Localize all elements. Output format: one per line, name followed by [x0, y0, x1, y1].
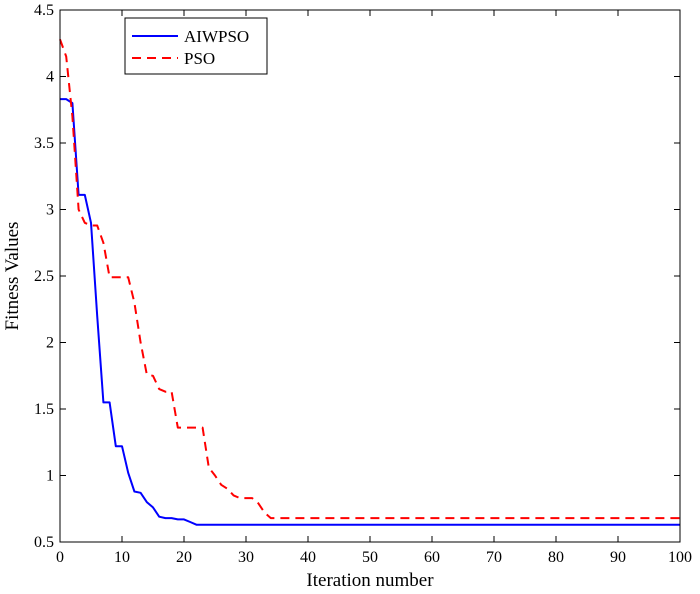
series-line-aiwpso: [60, 98, 680, 526]
plot-area: [60, 10, 680, 542]
x-tick-label: 80: [548, 549, 564, 566]
x-tick-label: 10: [114, 549, 130, 566]
x-axis-label: Iteration number: [306, 570, 434, 591]
x-tick-label: 60: [424, 549, 440, 566]
x-tick-label: 30: [238, 549, 254, 566]
y-tick-label: 3.5: [34, 135, 54, 152]
y-tick-label: 4: [46, 69, 54, 86]
x-tick-label: 70: [486, 549, 502, 566]
y-tick-label: 2.5: [34, 268, 54, 285]
legend-box: [124, 17, 268, 75]
x-tick-label: 40: [300, 549, 316, 566]
y-tick-label: 3: [46, 202, 54, 219]
legend: AIWPSO PSO: [124, 17, 268, 75]
legend-label-pso: PSO: [184, 49, 215, 68]
legend-label-aiwpso: AIWPSO: [184, 27, 249, 46]
y-tick-label: 1: [46, 468, 54, 485]
y-tick-label: 2: [46, 335, 54, 352]
y-tick-label: 4.5: [34, 2, 54, 19]
x-tick-label: 90: [610, 549, 626, 566]
y-tick-label: 0.5: [34, 534, 54, 551]
series-line-pso: [59, 38, 680, 520]
tick-layer: 0 10 20 30 40 50 60 70 80 90 100 0.5 1 1.5 2 2.5 3 3.5 4 4.…: [34, 2, 692, 566]
x-tick-label: 20: [176, 549, 192, 566]
y-tick-label: 1.5: [34, 401, 54, 418]
x-tick-label: 0: [56, 549, 64, 566]
y-axis-label: Fitness Values: [2, 222, 23, 331]
x-tick-label: 50: [362, 549, 378, 566]
series-layer: [59, 38, 680, 526]
x-tick-label: 100: [668, 549, 692, 566]
